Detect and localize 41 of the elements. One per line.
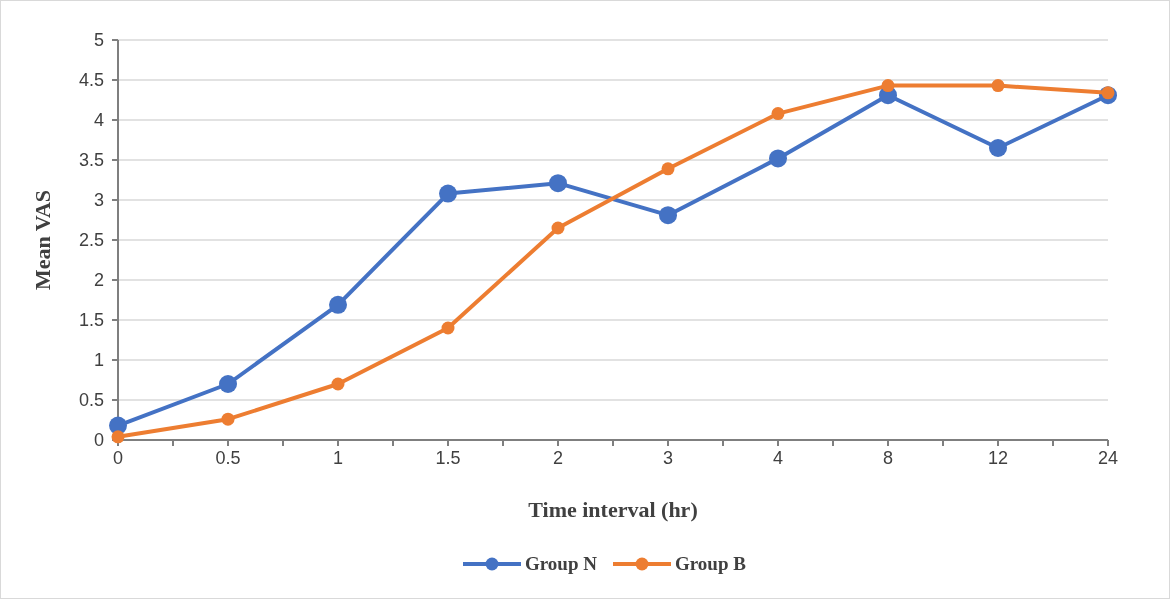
- x-tick-label: 8: [882, 448, 894, 468]
- legend-label: Group B: [675, 553, 747, 574]
- x-axis-title: Time interval (hr): [528, 497, 698, 522]
- x-tick-label: 0.5: [215, 448, 241, 468]
- y-axis-title: Mean VAS: [30, 189, 55, 291]
- x-tick-label: 1.5: [435, 448, 461, 468]
- y-tick-label: 0.5: [78, 390, 104, 410]
- legend-label: Group N: [525, 553, 598, 574]
- point: [659, 206, 677, 225]
- point: [439, 184, 457, 203]
- y-tick-label: 4.5: [78, 70, 104, 90]
- point: [441, 321, 455, 335]
- x-tick-label: 12: [987, 448, 1009, 468]
- y-tick-label: 2.5: [78, 230, 104, 250]
- point: [771, 107, 785, 121]
- x-tick-label: 3: [662, 448, 674, 468]
- x-tick-label: 1: [332, 448, 344, 468]
- x-tick-label: 24: [1097, 448, 1119, 468]
- y-tick-label: 2: [93, 270, 104, 290]
- x-tick-label: 0: [112, 448, 124, 468]
- point: [221, 412, 235, 426]
- point: [769, 149, 787, 168]
- point: [661, 162, 675, 176]
- point: [549, 174, 567, 193]
- x-tick-label: 2: [552, 448, 564, 468]
- point: [989, 139, 1007, 157]
- y-tick-label: 3.5: [78, 150, 104, 170]
- y-tick-label: 1.5: [78, 310, 104, 330]
- y-tick-label: 3: [93, 190, 104, 210]
- point: [111, 430, 125, 444]
- y-tick-label: 1: [93, 350, 104, 370]
- point: [219, 375, 237, 393]
- point: [331, 377, 345, 391]
- point: [991, 79, 1005, 93]
- point: [881, 79, 895, 93]
- y-tick-label: 5: [93, 30, 104, 50]
- y-tick-label: 0: [93, 430, 104, 450]
- point: [551, 221, 565, 235]
- point: [329, 295, 347, 314]
- y-tick-label: 4: [93, 110, 104, 130]
- x-tick-label: 4: [772, 448, 784, 468]
